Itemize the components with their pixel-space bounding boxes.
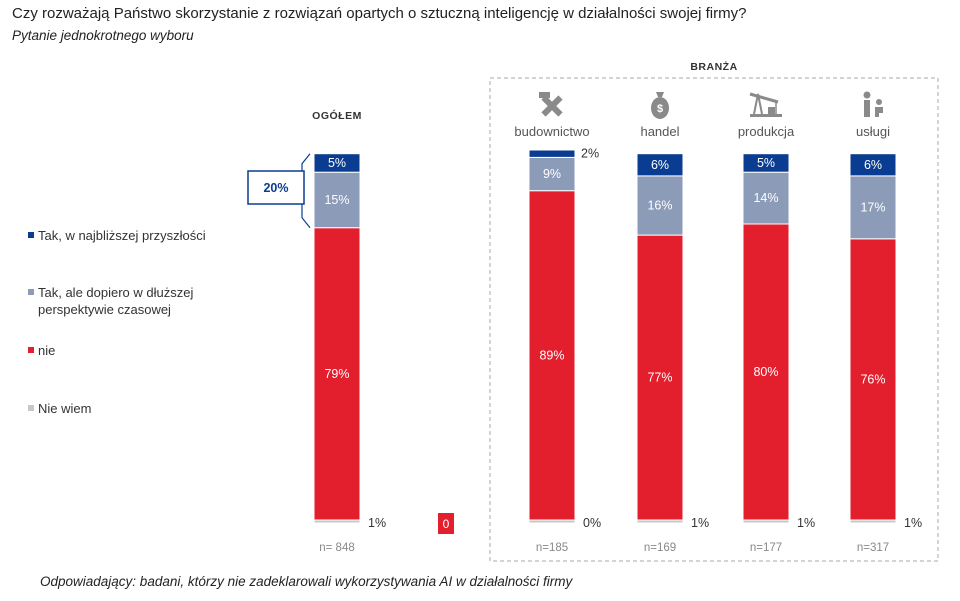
data-label-nie: 89% [539, 348, 564, 362]
legend-swatch-nie-wiem [28, 405, 34, 411]
legend-item-nie: nie [28, 342, 56, 359]
data-label-tak-najblizsza: 5% [328, 156, 346, 170]
data-label-nie: 80% [753, 365, 778, 379]
data-label-nie-wiem: 1% [368, 516, 386, 530]
sample-size-label: n=169 [644, 542, 676, 554]
total-yes-label: 20% [263, 181, 288, 195]
legend-swatch-tak-dluzsza [28, 289, 34, 295]
bar-segment-tak_dluzsza [636, 175, 684, 236]
industry-group-frame [489, 77, 939, 562]
data-label-nie: 79% [324, 367, 349, 381]
legend-swatch-tak-najblizsza [28, 232, 34, 238]
bar-segment-tak_dluzsza [742, 171, 790, 225]
bar-segment-tak_najblizsza [636, 153, 684, 177]
data-label-nie-wiem: 1% [904, 516, 922, 530]
data-label-nie: 76% [860, 372, 885, 386]
category-label: budownictwo [514, 124, 589, 139]
data-label-nie-wiem: 0% [583, 516, 601, 530]
data-label-nie-wiem: 1% [797, 516, 815, 530]
bar-segment-tak_najblizsza [313, 153, 361, 173]
data-label-tak-dluzsza: 14% [753, 191, 778, 205]
sample-size-label: n= 848 [319, 542, 355, 554]
tools-icon [539, 92, 563, 117]
bar-segment-tak_najblizsza [849, 153, 897, 177]
legend-item-tak-dluzsza: Tak, ale dopiero w dłuższej perspektywie… [28, 284, 228, 318]
data-label-tak-najblizsza: 6% [651, 158, 669, 172]
svg-text:$: $ [657, 103, 663, 115]
bar-segment-nie [849, 238, 897, 521]
data-label-tak-najblizsza: 5% [757, 156, 775, 170]
sample-size-label: n=177 [750, 542, 782, 554]
category-label-total: OGÓŁEM [312, 109, 362, 122]
total-yes-box [247, 170, 305, 205]
data-label-tak-dluzsza: 9% [543, 167, 561, 181]
chart-title: Czy rozważają Państwo skorzystanie z roz… [12, 5, 747, 22]
footer-note: Odpowiadający: badani, którzy nie zadekl… [40, 574, 573, 589]
legend-swatch-nie [28, 347, 34, 353]
industry-group-label: BRANŻA [690, 60, 737, 73]
legend-label: Nie wiem [38, 401, 92, 416]
data-label-tak-najblizsza: 2% [581, 147, 599, 161]
category-label: usługi [856, 124, 890, 139]
data-label-nie-wiem: 1% [691, 516, 709, 530]
oil-pump-icon [749, 92, 782, 117]
bar-segment-nie [742, 223, 790, 521]
bar-segment-tak_najblizsza [528, 149, 576, 158]
bar-segment-tak_najblizsza [742, 153, 790, 173]
data-label-tak-dluzsza: 15% [324, 193, 349, 207]
legend-item-tak-najblizsza: Tak, w najbliższej przyszłości [28, 227, 206, 244]
chart-subtitle: Pytanie jednokrotnego wyboru [12, 28, 194, 43]
zero-badge-label: 0 [443, 517, 450, 531]
legend-label: Tak, w najbliższej przyszłości [38, 228, 206, 243]
data-label-tak-dluzsza: 17% [860, 200, 885, 214]
legend-label: Tak, ale dopiero w dłuższej perspektywie… [38, 285, 194, 317]
zero-badge [438, 513, 454, 534]
category-label: produkcja [738, 124, 795, 139]
money-bag-icon: $ [651, 92, 669, 119]
sample-size-label: n=185 [536, 542, 568, 554]
data-label-tak-najblizsza: 6% [864, 158, 882, 172]
legend-item-nie-wiem: Nie wiem [28, 400, 92, 417]
bar-segment-tak_dluzsza [528, 156, 576, 192]
bar-segment-tak_dluzsza [849, 175, 897, 240]
sample-size-label: n=317 [857, 542, 889, 554]
bar-segment-nie [636, 234, 684, 521]
legend-label: nie [38, 343, 56, 358]
category-label: handel [640, 124, 679, 139]
data-label-nie: 77% [647, 371, 672, 385]
data-label-tak-dluzsza: 16% [647, 199, 672, 213]
service-person-icon [863, 91, 883, 117]
